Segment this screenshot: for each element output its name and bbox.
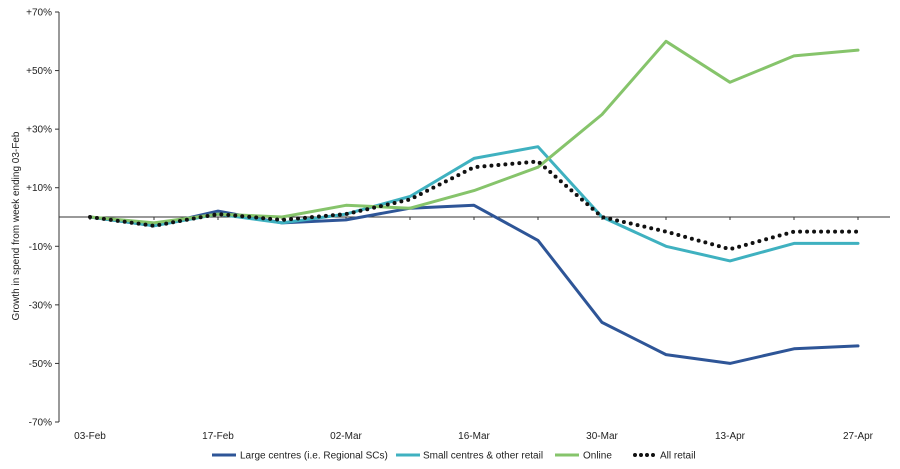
legend-label: Small centres & other retail xyxy=(423,451,543,462)
series-line xyxy=(88,145,860,263)
y-tick-label: -10% xyxy=(29,242,52,253)
legend-label: Online xyxy=(583,451,612,462)
y-tick-label: -30% xyxy=(29,300,52,311)
x-tick-label: 17-Feb xyxy=(202,431,234,442)
x-tick-label: 27-Apr xyxy=(843,431,874,442)
y-tick-label: +70% xyxy=(26,8,52,19)
y-tick-label: -50% xyxy=(29,359,52,370)
x-tick-label: 02-Mar xyxy=(330,431,362,442)
y-tick-label: +50% xyxy=(26,66,52,77)
y-tick-label: +30% xyxy=(26,125,52,136)
y-tick-label: +10% xyxy=(26,183,52,194)
legend: Large centres (i.e. Regional SCs) Small c… xyxy=(212,451,696,462)
legend-label: All retail xyxy=(660,451,696,462)
x-tick-label: 30-Mar xyxy=(586,431,618,442)
series-line xyxy=(88,39,860,225)
legend-label: Large centres (i.e. Regional SCs) xyxy=(240,451,388,462)
y-tick-label: -70% xyxy=(29,418,52,429)
x-tick-label: 03-Feb xyxy=(74,431,106,442)
y-axis-label: Growth in spend from week ending 03-Feb xyxy=(11,131,22,320)
x-tick-label: 13-Apr xyxy=(715,431,746,442)
x-tick-label: 16-Mar xyxy=(458,431,490,442)
series-line xyxy=(88,203,860,365)
series-layer xyxy=(88,39,860,365)
